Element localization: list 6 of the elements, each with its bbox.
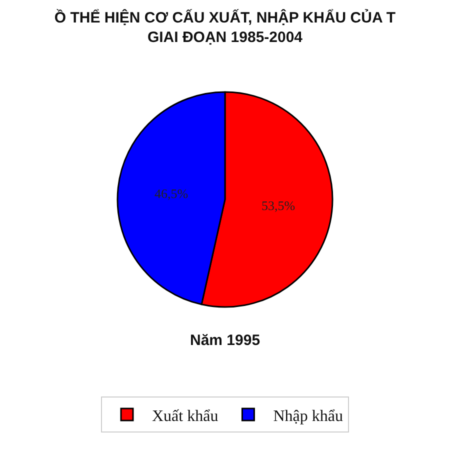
data-label: 53,5%	[262, 198, 296, 213]
legend-label: Nhập khẩu	[273, 408, 343, 425]
text: Năm 1995	[190, 332, 260, 349]
data-label: 46,5%	[154, 186, 188, 202]
legend-label: Xuất khẩu	[152, 408, 218, 425]
chart-title: Ồ THỂ HIỆN CƠ CẤU XUẤT, NHẬP KHẨU CỦA T GIAI ĐOẠN 1985-2004	[54, 8, 396, 46]
